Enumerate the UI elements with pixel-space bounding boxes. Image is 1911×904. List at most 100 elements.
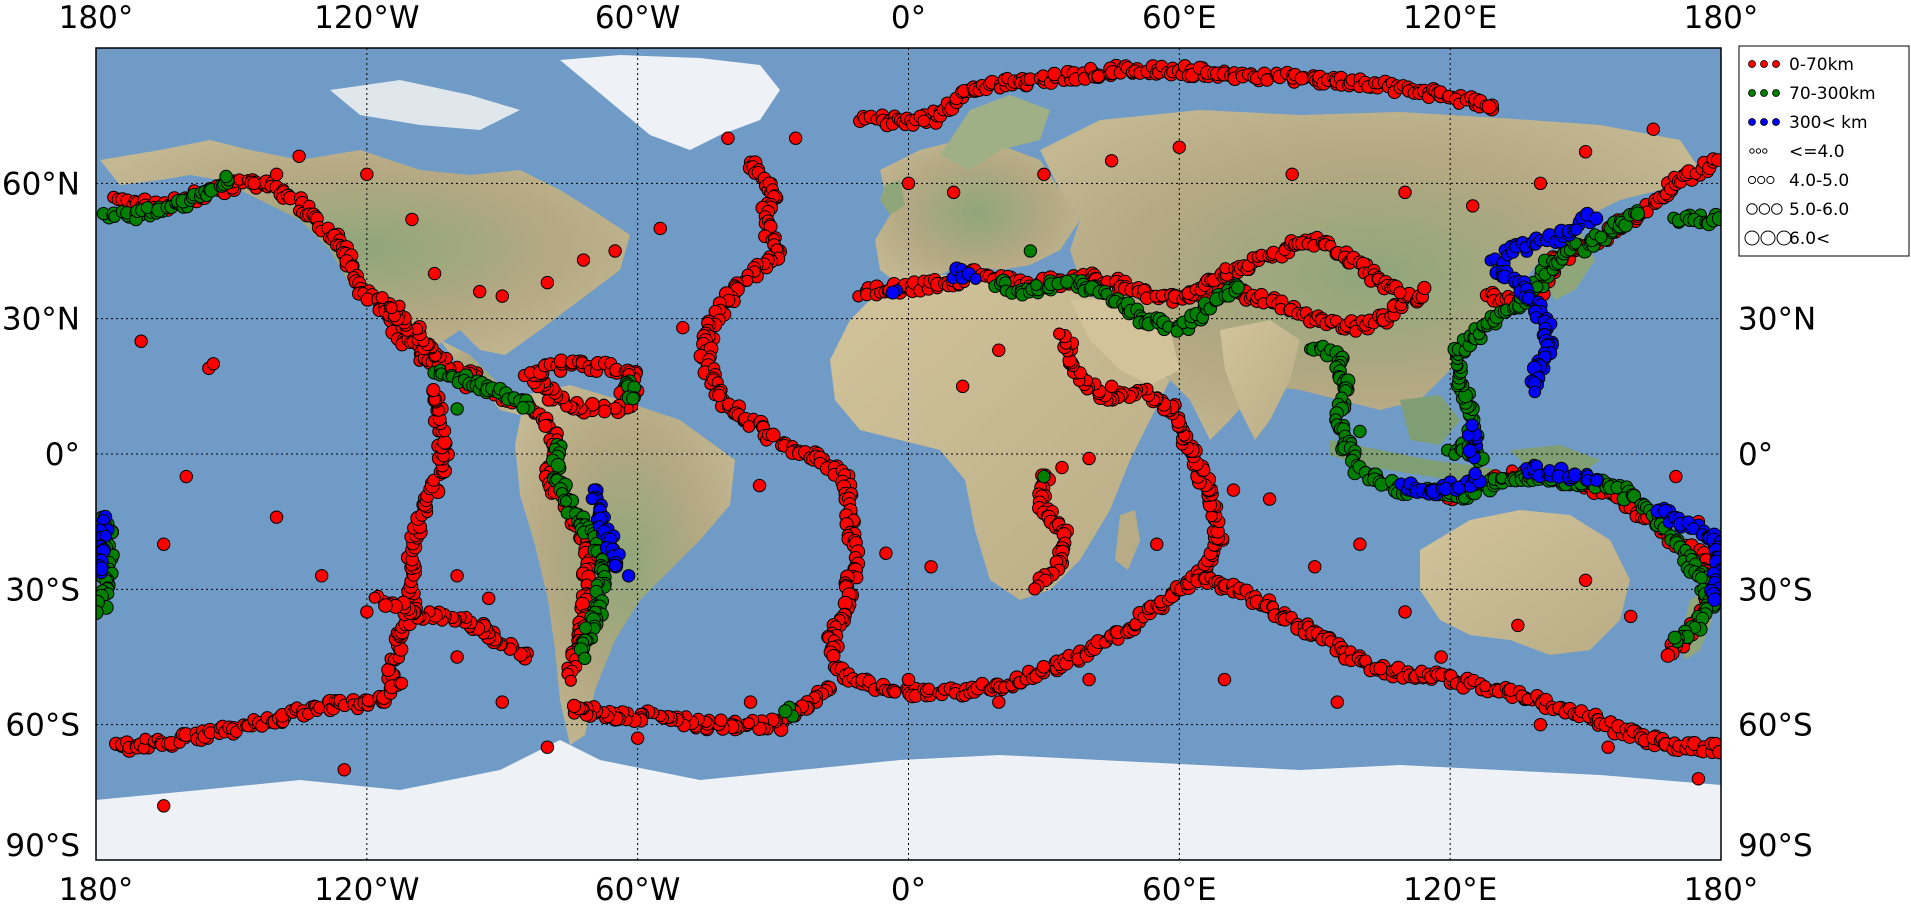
quake-marker xyxy=(597,404,612,419)
quake-marker xyxy=(1646,122,1660,136)
quake-marker xyxy=(752,478,767,493)
quake-marker xyxy=(206,357,221,371)
quake-marker xyxy=(1353,537,1367,551)
lon-tick-label: 180° xyxy=(1684,0,1759,36)
quake-marker xyxy=(314,569,329,583)
quake-marker xyxy=(630,731,645,745)
lon-tick-label: 180° xyxy=(1684,872,1759,904)
quake-marker xyxy=(1373,661,1388,676)
quake-marker xyxy=(1578,145,1593,159)
quake-marker xyxy=(368,591,381,604)
lat-tick-label: 0° xyxy=(45,437,80,473)
quake-marker xyxy=(1037,167,1051,182)
quake-marker xyxy=(1047,66,1062,82)
legend-marker xyxy=(1760,118,1768,126)
quake-marker xyxy=(969,272,982,285)
legend-marker xyxy=(1762,148,1768,154)
quake-marker xyxy=(1465,418,1479,432)
quake-marker xyxy=(495,289,509,303)
quake-marker xyxy=(360,605,374,619)
lon-tick-label: 120°W xyxy=(314,872,419,904)
land-britain xyxy=(880,180,905,215)
quake-marker xyxy=(1393,286,1407,300)
lat-tick-label: 30°N xyxy=(1738,302,1816,338)
quake-marker xyxy=(1630,206,1645,221)
quake-marker xyxy=(1230,280,1245,295)
longitude-labels-bottom: 180° 120°W 60°W 0° 60°E 120°E 180° xyxy=(59,872,1759,904)
legend-label: <=4.0 xyxy=(1789,142,1845,162)
quake-marker xyxy=(1569,223,1583,236)
legend-marker xyxy=(1757,175,1766,185)
lat-tick-label: 90°S xyxy=(5,828,80,864)
quake-marker xyxy=(1104,379,1119,394)
quake-marker xyxy=(1037,469,1051,484)
quake-marker xyxy=(1091,69,1105,84)
quake-marker xyxy=(1462,443,1478,458)
quake-marker xyxy=(626,391,640,406)
lat-tick-label: 30°N xyxy=(2,302,80,338)
quake-marker xyxy=(134,334,148,348)
quake-marker xyxy=(888,685,902,699)
land-indonesia xyxy=(1330,440,1500,480)
land-borneo xyxy=(1400,395,1460,445)
longitude-labels-top: 180° 120°W 60°W 0° 60°E 120°E 180° xyxy=(59,0,1759,36)
quake-marker xyxy=(788,131,803,145)
quake-marker xyxy=(721,131,735,145)
quake-marker xyxy=(292,149,306,163)
legend-marker xyxy=(1746,203,1758,215)
quake-marker xyxy=(1712,744,1721,760)
lat-tick-label: 30°S xyxy=(5,572,80,608)
legend-depth-item: 0-70km xyxy=(1748,55,1854,75)
quake-marker xyxy=(585,492,599,506)
legend-marker xyxy=(1747,175,1757,185)
quake-marker xyxy=(395,676,409,690)
legend-marker xyxy=(1748,89,1756,97)
quake-marker xyxy=(450,650,464,664)
quake-marker xyxy=(337,763,351,777)
legend-marker xyxy=(1771,203,1783,215)
quake-marker xyxy=(1669,469,1683,484)
quake-marker xyxy=(578,621,593,635)
quake-marker xyxy=(879,546,893,560)
map-frame xyxy=(95,47,1722,861)
quake-marker xyxy=(157,537,171,551)
lat-tick-label: 60°S xyxy=(5,708,80,744)
lat-tick-label: 60°S xyxy=(1738,708,1813,744)
legend-label: 300< km xyxy=(1789,113,1868,133)
quake-marker xyxy=(269,510,284,524)
quake-marker xyxy=(1710,153,1721,167)
latitude-labels-left: 60°N 30°N 0° 30°S 60°S 90°S xyxy=(2,166,80,864)
legend-marker xyxy=(1749,148,1755,154)
quake-marker xyxy=(450,569,464,583)
legend-marker xyxy=(1744,230,1760,246)
lon-tick-label: 0° xyxy=(891,0,926,36)
legend-depth-item: 70-300km xyxy=(1748,84,1876,104)
quake-marker xyxy=(1533,176,1548,191)
quake-marker xyxy=(992,343,1006,357)
quake-marker xyxy=(247,176,261,191)
quake-marker xyxy=(1601,740,1615,754)
lat-tick-label: 0° xyxy=(1738,437,1773,473)
quake-marker xyxy=(495,695,509,709)
quake-marker xyxy=(450,402,464,416)
quake-marker xyxy=(96,561,109,577)
quake-marker xyxy=(1217,672,1232,687)
legend-magnitude-item: 6.0< xyxy=(1744,229,1830,249)
quake-marker xyxy=(1150,537,1164,551)
legend-marker xyxy=(1772,60,1780,68)
quake-marker xyxy=(516,401,530,415)
lon-tick-label: 60°W xyxy=(595,872,681,904)
legend-label: 0-70km xyxy=(1789,55,1854,75)
quake-marker xyxy=(157,799,171,813)
quake-marker xyxy=(559,495,573,508)
quake-marker xyxy=(1023,244,1038,258)
quake-marker xyxy=(608,558,622,573)
quake-marker xyxy=(566,698,582,714)
quake-marker xyxy=(621,569,636,583)
legend: 0-70km 70-300km 300< km <=4.0 4.0-5.0 5.0-6.0… xyxy=(1738,45,1910,257)
lon-tick-label: 60°E xyxy=(1142,872,1217,904)
quake-marker xyxy=(578,651,592,666)
quake-marker xyxy=(1055,460,1069,475)
quake-marker xyxy=(1417,280,1432,296)
quake-marker xyxy=(712,388,726,403)
